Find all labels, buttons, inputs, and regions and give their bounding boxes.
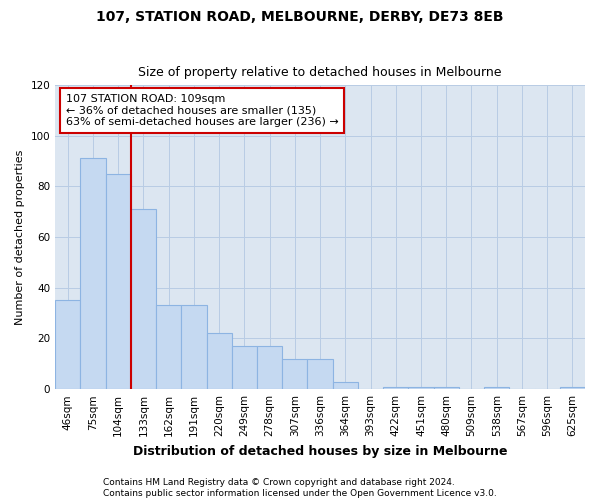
Text: 107, STATION ROAD, MELBOURNE, DERBY, DE73 8EB: 107, STATION ROAD, MELBOURNE, DERBY, DE7… — [96, 10, 504, 24]
Bar — [55, 300, 80, 389]
Bar — [383, 386, 409, 389]
Bar — [560, 386, 585, 389]
X-axis label: Distribution of detached houses by size in Melbourne: Distribution of detached houses by size … — [133, 444, 508, 458]
Bar — [409, 386, 434, 389]
Text: 107 STATION ROAD: 109sqm
← 36% of detached houses are smaller (135)
63% of semi-: 107 STATION ROAD: 109sqm ← 36% of detach… — [66, 94, 338, 127]
Bar — [106, 174, 131, 389]
Bar — [156, 306, 181, 389]
Bar — [131, 209, 156, 389]
Bar — [332, 382, 358, 389]
Bar — [434, 386, 459, 389]
Bar — [80, 158, 106, 389]
Y-axis label: Number of detached properties: Number of detached properties — [15, 150, 25, 324]
Bar — [181, 306, 206, 389]
Bar — [484, 386, 509, 389]
Bar — [257, 346, 282, 389]
Bar — [206, 334, 232, 389]
Text: Contains HM Land Registry data © Crown copyright and database right 2024.
Contai: Contains HM Land Registry data © Crown c… — [103, 478, 497, 498]
Bar — [307, 358, 332, 389]
Bar — [232, 346, 257, 389]
Title: Size of property relative to detached houses in Melbourne: Size of property relative to detached ho… — [139, 66, 502, 80]
Bar — [282, 358, 307, 389]
